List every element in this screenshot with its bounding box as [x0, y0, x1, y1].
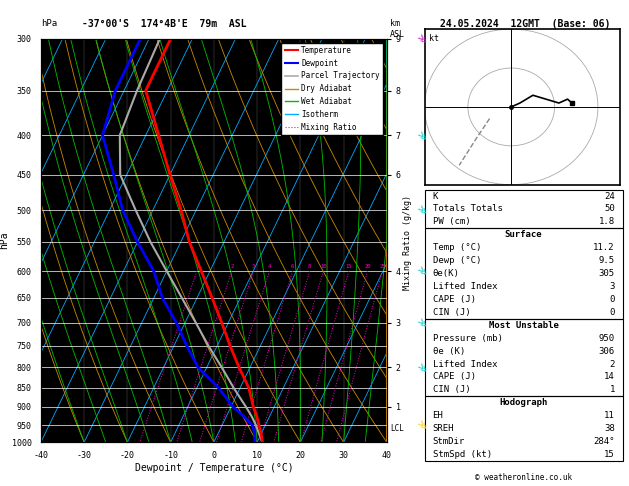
Text: Lifted Index: Lifted Index	[433, 360, 497, 368]
Text: 15: 15	[345, 264, 352, 269]
Text: © weatheronline.co.uk: © weatheronline.co.uk	[475, 473, 572, 482]
Text: ≫: ≫	[415, 203, 428, 217]
Text: Hodograph: Hodograph	[499, 398, 548, 407]
Text: 3: 3	[610, 282, 615, 291]
Text: LCL: LCL	[390, 424, 404, 433]
Text: 9.5: 9.5	[599, 256, 615, 265]
Text: EH: EH	[433, 411, 443, 420]
Text: 1: 1	[195, 264, 198, 269]
Text: ≫: ≫	[415, 418, 428, 432]
Text: 0: 0	[610, 295, 615, 304]
Bar	[425, 190, 623, 228]
Text: 0: 0	[610, 308, 615, 317]
Bar	[425, 319, 623, 396]
Text: 20: 20	[364, 264, 370, 269]
Text: 50: 50	[604, 205, 615, 213]
X-axis label: Dewpoint / Temperature (°C): Dewpoint / Temperature (°C)	[135, 463, 293, 473]
Text: 38: 38	[604, 424, 615, 433]
Text: Most Unstable: Most Unstable	[489, 321, 559, 330]
Text: -37°00'S  174°4B'E  79m  ASL: -37°00'S 174°4B'E 79m ASL	[82, 19, 247, 30]
Text: 950: 950	[599, 334, 615, 343]
Text: Dewp (°C): Dewp (°C)	[433, 256, 481, 265]
Text: CIN (J): CIN (J)	[433, 385, 470, 394]
Text: CAPE (J): CAPE (J)	[433, 295, 476, 304]
Text: K: K	[433, 191, 438, 201]
Text: kt: kt	[429, 34, 439, 43]
Legend: Temperature, Dewpoint, Parcel Trajectory, Dry Adiabat, Wet Adiabat, Isotherm, Mi: Temperature, Dewpoint, Parcel Trajectory…	[281, 43, 383, 135]
Text: 2: 2	[230, 264, 233, 269]
Text: 8: 8	[308, 264, 311, 269]
Text: StmSpd (kt): StmSpd (kt)	[433, 450, 492, 459]
Text: 306: 306	[599, 347, 615, 356]
Text: Temp (°C): Temp (°C)	[433, 243, 481, 252]
Text: 11.2: 11.2	[593, 243, 615, 252]
Text: ≫: ≫	[415, 128, 428, 142]
Text: 15: 15	[604, 450, 615, 459]
Text: 284°: 284°	[593, 437, 615, 446]
Text: ≫: ≫	[415, 360, 428, 375]
Y-axis label: hPa: hPa	[0, 232, 9, 249]
Text: Mixing Ratio (g/kg): Mixing Ratio (g/kg)	[403, 195, 411, 291]
Text: 14: 14	[604, 372, 615, 382]
Text: km
ASL: km ASL	[390, 19, 405, 39]
Text: θe (K): θe (K)	[433, 347, 465, 356]
Text: 4: 4	[268, 264, 271, 269]
Text: 25: 25	[379, 264, 386, 269]
Text: 11: 11	[604, 411, 615, 420]
Text: ≫: ≫	[415, 315, 428, 330]
Bar	[425, 228, 623, 319]
Text: Lifted Index: Lifted Index	[433, 282, 497, 291]
Text: 1: 1	[610, 385, 615, 394]
Text: CAPE (J): CAPE (J)	[433, 372, 476, 382]
Text: StmDir: StmDir	[433, 437, 465, 446]
Text: 3: 3	[252, 264, 255, 269]
Text: ≫: ≫	[415, 32, 428, 46]
Text: hPa: hPa	[41, 19, 57, 29]
Text: 10: 10	[320, 264, 326, 269]
Text: ≫: ≫	[415, 264, 428, 278]
Text: θe(K): θe(K)	[433, 269, 459, 278]
Text: SREH: SREH	[433, 424, 454, 433]
Text: PW (cm): PW (cm)	[433, 217, 470, 226]
Text: 6: 6	[291, 264, 294, 269]
Text: 24: 24	[604, 191, 615, 201]
Bar	[425, 396, 623, 461]
Text: 24.05.2024  12GMT  (Base: 06): 24.05.2024 12GMT (Base: 06)	[440, 19, 610, 30]
Text: 1.8: 1.8	[599, 217, 615, 226]
Text: Pressure (mb): Pressure (mb)	[433, 334, 503, 343]
Text: 2: 2	[610, 360, 615, 368]
Text: Totals Totals: Totals Totals	[433, 205, 503, 213]
Text: CIN (J): CIN (J)	[433, 308, 470, 317]
Text: Surface: Surface	[505, 230, 542, 239]
Text: 305: 305	[599, 269, 615, 278]
